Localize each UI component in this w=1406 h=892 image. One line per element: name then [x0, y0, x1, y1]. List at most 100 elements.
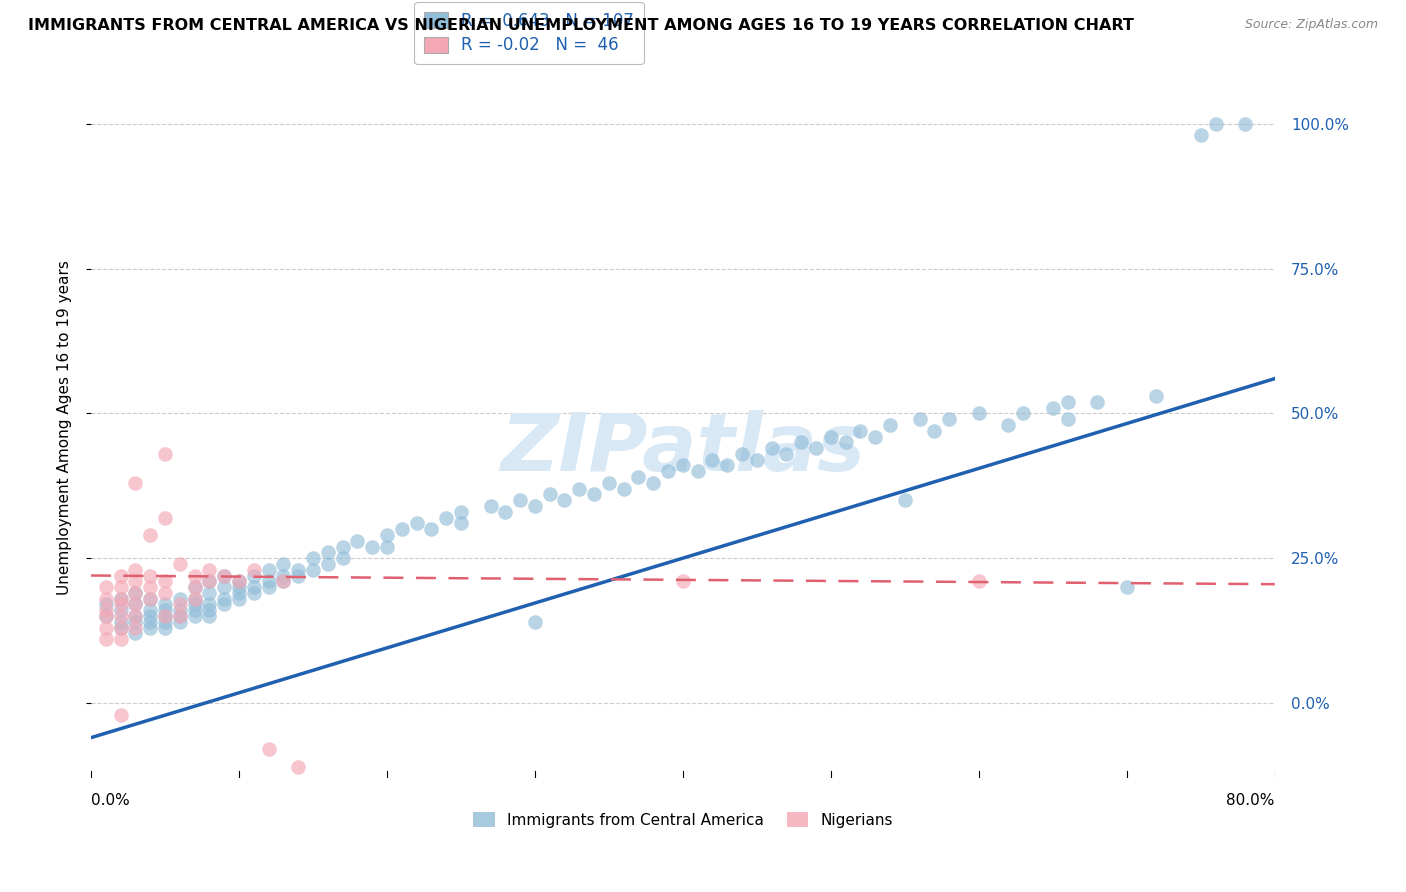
Point: [153, 603, 176, 617]
Point: [169, 591, 191, 606]
Point: [287, 568, 309, 582]
Point: [139, 580, 162, 594]
Point: [94, 603, 117, 617]
Point: [94, 598, 117, 612]
Point: [94, 609, 117, 624]
Point: [849, 424, 872, 438]
Point: [938, 412, 960, 426]
Point: [405, 516, 427, 531]
Point: [110, 591, 132, 606]
Point: [153, 621, 176, 635]
Point: [153, 615, 176, 629]
Point: [375, 528, 398, 542]
Point: [865, 429, 887, 443]
Point: [1056, 394, 1078, 409]
Point: [613, 482, 636, 496]
Point: [509, 493, 531, 508]
Point: [110, 621, 132, 635]
Point: [183, 591, 205, 606]
Point: [834, 435, 856, 450]
Point: [967, 574, 990, 589]
Point: [1189, 128, 1212, 143]
Point: [257, 574, 280, 589]
Point: [212, 591, 235, 606]
Point: [153, 574, 176, 589]
Point: [879, 417, 901, 432]
Point: [169, 557, 191, 571]
Point: [139, 603, 162, 617]
Point: [124, 621, 146, 635]
Point: [183, 580, 205, 594]
Point: [139, 621, 162, 635]
Point: [94, 632, 117, 647]
Point: [153, 598, 176, 612]
Point: [169, 598, 191, 612]
Point: [302, 551, 325, 566]
Point: [124, 626, 146, 640]
Point: [139, 609, 162, 624]
Text: 80.0%: 80.0%: [1226, 793, 1275, 807]
Text: Source: ZipAtlas.com: Source: ZipAtlas.com: [1244, 18, 1378, 31]
Point: [228, 574, 250, 589]
Point: [302, 563, 325, 577]
Point: [198, 563, 221, 577]
Point: [1085, 394, 1108, 409]
Point: [686, 464, 709, 478]
Point: [257, 563, 280, 577]
Point: [94, 591, 117, 606]
Point: [273, 568, 295, 582]
Point: [110, 609, 132, 624]
Point: [761, 441, 783, 455]
Point: [183, 609, 205, 624]
Point: [804, 441, 827, 455]
Point: [198, 603, 221, 617]
Point: [450, 505, 472, 519]
Point: [139, 591, 162, 606]
Point: [657, 464, 679, 478]
Point: [110, 632, 132, 647]
Point: [153, 586, 176, 600]
Point: [391, 522, 413, 536]
Point: [153, 510, 176, 524]
Point: [450, 516, 472, 531]
Point: [1234, 117, 1257, 131]
Point: [273, 574, 295, 589]
Point: [702, 452, 724, 467]
Point: [375, 540, 398, 554]
Point: [1115, 580, 1137, 594]
Point: [212, 568, 235, 582]
Point: [94, 609, 117, 624]
Point: [169, 603, 191, 617]
Text: 0.0%: 0.0%: [91, 793, 129, 807]
Point: [568, 482, 591, 496]
Point: [627, 470, 650, 484]
Point: [523, 615, 546, 629]
Point: [124, 598, 146, 612]
Point: [228, 580, 250, 594]
Point: [124, 609, 146, 624]
Point: [94, 621, 117, 635]
Point: [124, 563, 146, 577]
Point: [523, 499, 546, 513]
Point: [110, 591, 132, 606]
Point: [598, 475, 620, 490]
Point: [169, 615, 191, 629]
Point: [242, 563, 264, 577]
Point: [198, 586, 221, 600]
Point: [110, 615, 132, 629]
Point: [198, 609, 221, 624]
Point: [153, 447, 176, 461]
Point: [908, 412, 931, 426]
Point: [1056, 412, 1078, 426]
Point: [139, 591, 162, 606]
Y-axis label: Unemployment Among Ages 16 to 19 years: Unemployment Among Ages 16 to 19 years: [58, 260, 72, 595]
Point: [183, 603, 205, 617]
Point: [538, 487, 561, 501]
Point: [124, 586, 146, 600]
Point: [924, 424, 946, 438]
Point: [212, 598, 235, 612]
Point: [553, 493, 575, 508]
Point: [242, 580, 264, 594]
Point: [332, 540, 354, 554]
Point: [228, 574, 250, 589]
